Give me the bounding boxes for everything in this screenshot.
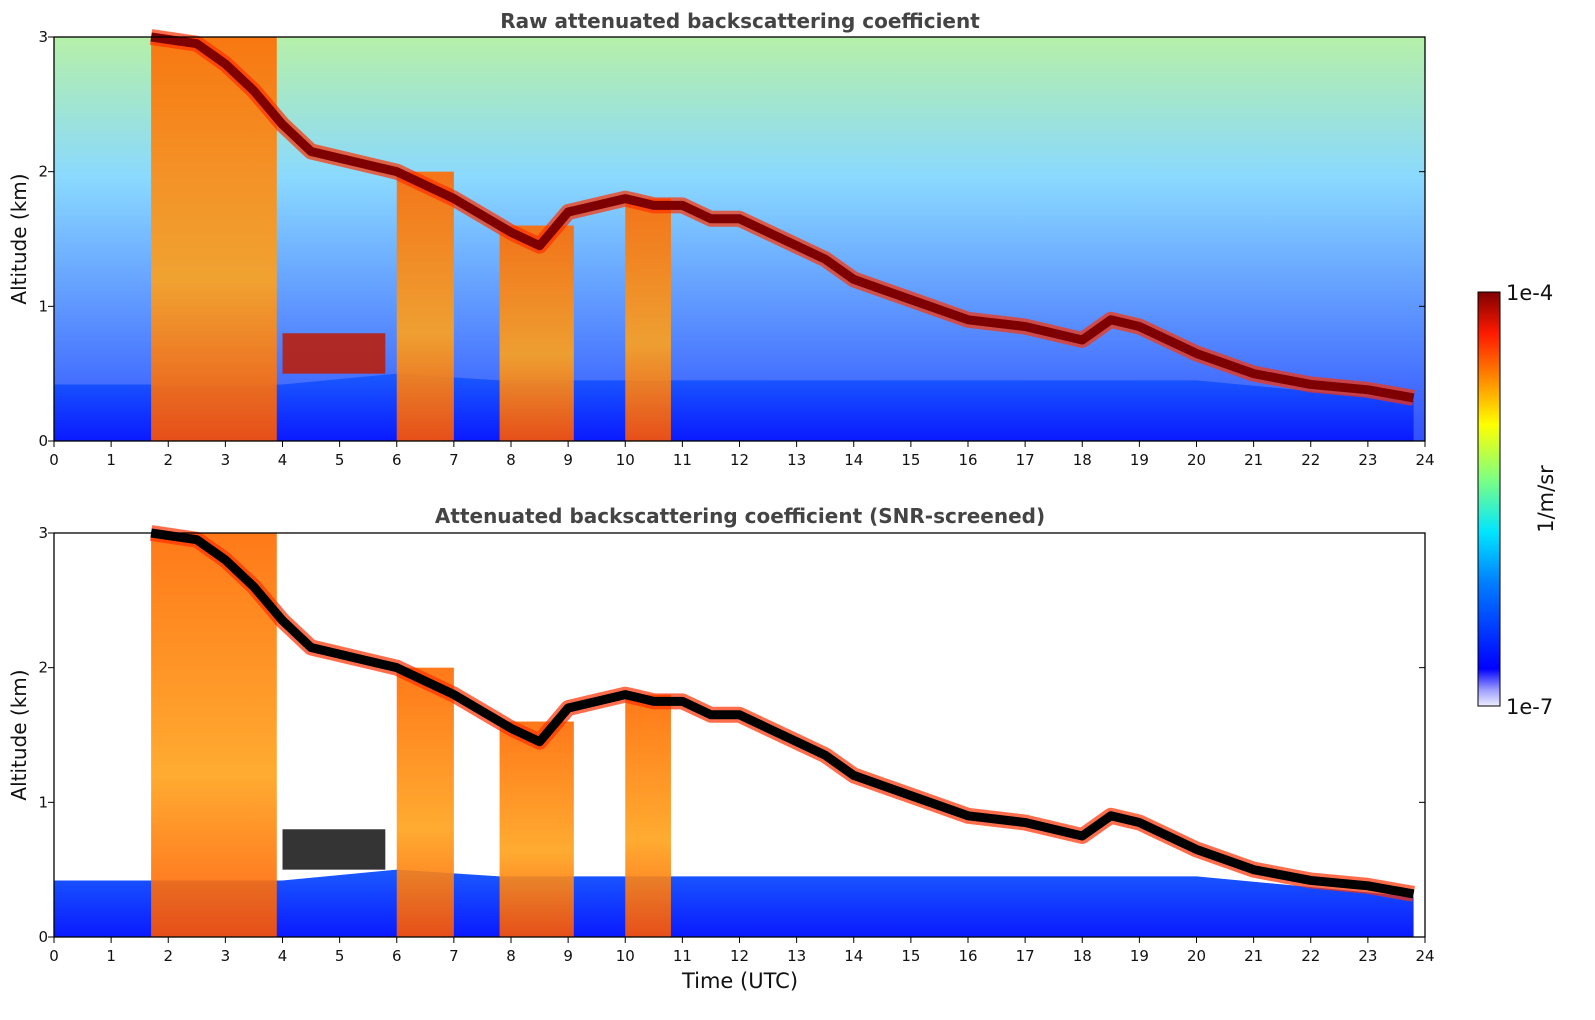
precipitation-shaft	[499, 721, 574, 937]
x-tick-label: 13	[787, 451, 806, 469]
x-tick-label: 24	[1415, 947, 1434, 965]
x-tick-label: 5	[335, 451, 345, 469]
x-tick-label: 3	[221, 947, 231, 965]
raw-backscatter-panel: Raw attenuated backscattering coefficien…	[7, 9, 1435, 469]
x-tick-label: 11	[673, 947, 692, 965]
heatmap-area	[54, 525, 1415, 937]
x-tick-label: 19	[1130, 947, 1149, 965]
precipitation-shaft	[625, 198, 671, 441]
y-tick-label: 1	[38, 297, 48, 315]
y-tick-label: 0	[38, 928, 48, 946]
aerosol-layer	[282, 829, 386, 870]
x-tick-label: 10	[616, 947, 635, 965]
boundary-layer-region	[54, 869, 1414, 937]
panel-title: Attenuated backscattering coefficient (S…	[435, 504, 1045, 528]
x-tick-label: 16	[958, 947, 977, 965]
x-tick-label: 18	[1073, 947, 1092, 965]
x-axis: 0 1 2 3 4 5 6 7 8 9 10 11 12 13 14 15 16 17 18 19 20 21 22 23 24	[49, 441, 1435, 469]
precipitation-shaft	[396, 667, 454, 937]
x-tick-label: 17	[1016, 947, 1035, 965]
x-tick-label: 0	[49, 451, 59, 469]
heatmap-area	[54, 29, 1415, 441]
x-axis: 0 1 2 3 4 5 6 7 8 9 10 11 12 13 14 15 16 17 18 19 20 21 22 23 24	[49, 937, 1435, 965]
x-tick-label: 12	[730, 947, 749, 965]
x-tick-label: 1	[106, 947, 116, 965]
x-tick-label: 17	[1016, 451, 1035, 469]
panel-title: Raw attenuated backscattering coefficien…	[500, 9, 980, 33]
x-tick-label: 9	[563, 451, 573, 469]
x-tick-label: 21	[1244, 947, 1263, 965]
x-tick-label: 20	[1187, 947, 1206, 965]
x-tick-label: 24	[1415, 451, 1434, 469]
y-tick-label: 0	[38, 432, 48, 450]
colorbar-gradient	[1477, 291, 1501, 707]
cloud-base-layer	[150, 528, 1415, 899]
x-tick-label: 6	[392, 947, 402, 965]
y-axis: 0 1 2 3	[38, 28, 1425, 450]
x-tick-label: 23	[1358, 947, 1377, 965]
y-axis: 0 1 2 3	[38, 524, 1425, 946]
x-tick-label: 18	[1073, 451, 1092, 469]
x-tick-label: 0	[49, 947, 59, 965]
y-tick-label: 2	[38, 163, 48, 181]
y-tick-label: 1	[38, 793, 48, 811]
y-axis-label: Altitude (km)	[7, 173, 31, 304]
x-tick-label: 15	[901, 451, 920, 469]
x-tick-label: 3	[221, 451, 231, 469]
precipitation-shaft	[499, 225, 574, 441]
x-axis-label: Time (UTC)	[681, 969, 798, 993]
y-tick-label: 3	[38, 524, 48, 542]
y-tick-label: 3	[38, 28, 48, 46]
cloud-base-layer	[150, 32, 1415, 403]
x-tick-label: 5	[335, 947, 345, 965]
x-tick-label: 19	[1130, 451, 1149, 469]
x-tick-label: 7	[449, 947, 459, 965]
x-tick-label: 20	[1187, 451, 1206, 469]
colorbar-units-label: 1/m/sr	[1534, 465, 1558, 533]
precipitation-shaft	[625, 694, 671, 937]
x-tick-label: 16	[958, 451, 977, 469]
x-tick-label: 7	[449, 451, 459, 469]
x-tick-label: 4	[278, 947, 288, 965]
x-tick-label: 23	[1358, 451, 1377, 469]
x-tick-label: 21	[1244, 451, 1263, 469]
x-tick-label: 4	[278, 451, 288, 469]
x-tick-label: 1	[106, 451, 116, 469]
y-tick-label: 2	[38, 659, 48, 677]
y-axis-label: Altitude (km)	[7, 669, 31, 800]
x-tick-label: 22	[1301, 947, 1320, 965]
colorbar-max-label: 1e-4	[1506, 281, 1553, 305]
x-tick-label: 22	[1301, 451, 1320, 469]
x-tick-label: 6	[392, 451, 402, 469]
colorbar-min-label: 1e-7	[1506, 695, 1553, 719]
x-tick-label: 8	[506, 451, 516, 469]
x-tick-label: 11	[673, 451, 692, 469]
x-tick-label: 12	[730, 451, 749, 469]
x-tick-label: 14	[844, 947, 863, 965]
x-tick-label: 14	[844, 451, 863, 469]
x-tick-label: 15	[901, 947, 920, 965]
x-tick-label: 10	[616, 451, 635, 469]
x-tick-label: 2	[163, 947, 173, 965]
x-tick-label: 8	[506, 947, 516, 965]
colorbar: 1e-4 1e-7 1/m/sr	[1477, 281, 1558, 719]
x-tick-label: 13	[787, 947, 806, 965]
x-tick-label: 2	[163, 451, 173, 469]
boundary-layer-region	[54, 373, 1414, 441]
snr-screened-panel: Attenuated backscattering coefficient (S…	[7, 504, 1435, 993]
precipitation-shaft	[396, 171, 454, 441]
aerosol-layer	[282, 333, 386, 374]
x-tick-label: 9	[563, 947, 573, 965]
